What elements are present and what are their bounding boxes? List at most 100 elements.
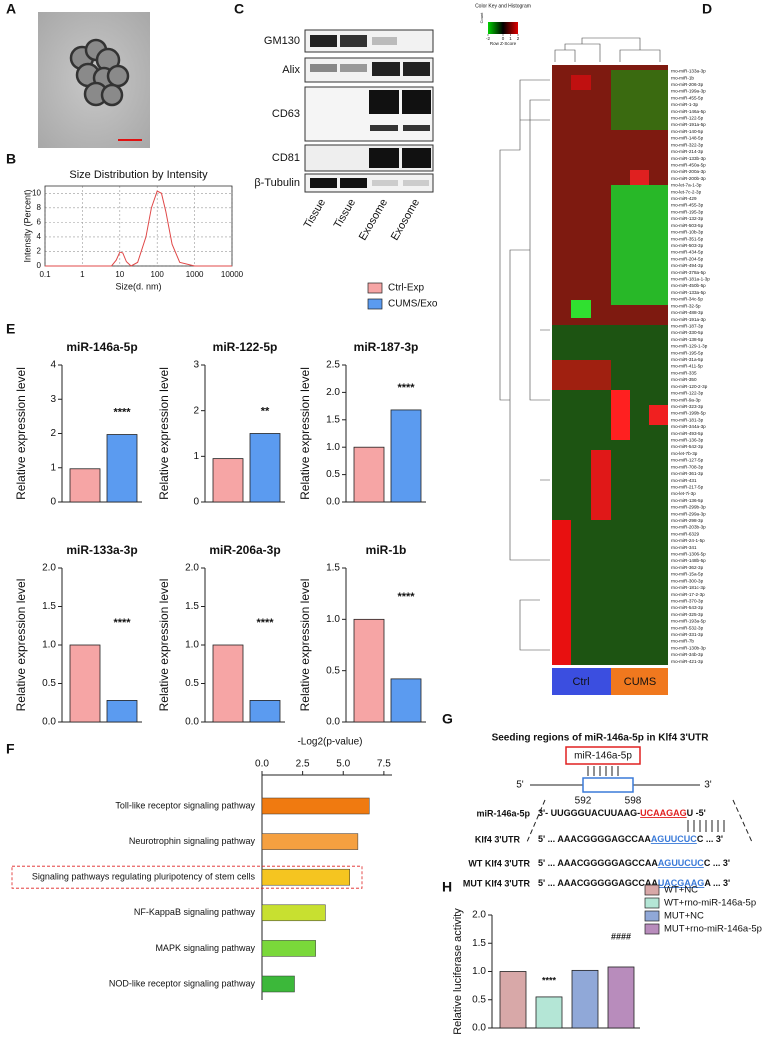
row-label: rno-miR-1b xyxy=(671,75,694,80)
row-label: rno-miR-136-5p xyxy=(671,498,704,503)
row-label: rno-miR-362-3p xyxy=(671,565,704,570)
legend-label: WT+NC xyxy=(664,885,698,896)
bar xyxy=(499,971,527,1029)
panel-label: D xyxy=(702,1,712,17)
row-label: rno-miR-350 xyxy=(671,377,697,382)
key-title: Color Key and Histogram xyxy=(475,3,531,9)
y-tick-label: 1.5 xyxy=(326,563,340,574)
row-label: rno-miR-708-3p xyxy=(671,464,704,469)
legend-label: MUT+rno-miR-146a-5p xyxy=(664,924,762,935)
bar xyxy=(390,678,422,723)
row-label: rno-let-7a-1-3p xyxy=(671,183,702,188)
x-axis-label: Size(d. nm) xyxy=(115,281,161,291)
protein-label: GM130 xyxy=(264,35,300,47)
seq-part: AGUUCUC xyxy=(658,858,704,868)
significance: **** xyxy=(542,975,557,985)
key-xlabel: Row Z-Score xyxy=(490,41,517,46)
panel-label: C xyxy=(234,1,244,17)
bar xyxy=(261,797,370,815)
protein-label: CD63 xyxy=(272,108,300,120)
row-label: rno-miR-187-3p xyxy=(671,323,704,328)
y-tick-label: 2 xyxy=(50,428,56,439)
legend-swatch xyxy=(644,884,660,896)
panel-label: A xyxy=(6,1,16,17)
row-label: rno-miR-200b-3p xyxy=(671,176,706,181)
row-label: rno-miR-488-3p xyxy=(671,310,704,315)
category-label: NOD-like receptor signaling pathway xyxy=(109,978,256,988)
x-tick-label: 10000 xyxy=(221,270,244,279)
row-label: rno-miR-136-3p xyxy=(671,438,704,443)
y-tick-label: 1.0 xyxy=(185,640,199,651)
seq-part: 5' ... AAACGGGGGAGCCAA xyxy=(538,858,658,868)
y-axis-label: Relative expression level xyxy=(14,579,28,712)
row-label: rno-miR-204-5p xyxy=(671,256,704,261)
row-label: rno-miR-455-3p xyxy=(671,203,704,208)
row-label: rno-miR-299b-3p xyxy=(671,505,706,510)
row-label: rno-miR-217-5p xyxy=(671,484,704,489)
row-label: rno-miR-203b-3p xyxy=(671,525,706,530)
row-label: rno-miR-455-5p xyxy=(671,95,704,100)
y-tick-label: 0.0 xyxy=(42,717,56,728)
category-label: NF-KappaB signaling pathway xyxy=(134,907,256,917)
row-label: rno-miR-140-5p xyxy=(671,129,704,134)
group-label: Ctrl xyxy=(572,676,589,688)
significance: **** xyxy=(113,406,131,418)
y-tick-label: 0.5 xyxy=(326,469,340,480)
row-label: rno-miR-434-5p xyxy=(671,250,704,255)
y-tick-label: 1.5 xyxy=(42,601,56,612)
y-tick-label: 0.0 xyxy=(472,1023,486,1034)
row-label: rno-miR-133a-5p xyxy=(671,290,706,295)
row-label: rno-miR-24-1-5p xyxy=(671,538,705,543)
row-label: rno-miR-214-3p xyxy=(671,149,704,154)
category-label: MAPK signaling pathway xyxy=(155,943,255,953)
lane-label: Exosome xyxy=(357,197,390,243)
row-label: rno-miR-34c-5p xyxy=(671,297,703,302)
sequence: 3'- UUGGGUACUUAAG-UCAAGAGU -5' xyxy=(538,808,706,818)
seq-part: U -5' xyxy=(687,808,706,818)
seq-part: 5' ... AAACGGGGAGCCAA xyxy=(538,834,651,844)
row-label: rno-miR-146a-5p xyxy=(671,109,706,114)
row-label: rno-miR-344a-3p xyxy=(671,424,706,429)
row-label: rno-miR-9a-3p xyxy=(671,397,701,402)
bar xyxy=(212,644,244,723)
row-label: rno-miR-361-3p xyxy=(671,471,704,476)
row-label: rno-miR-199a-3p xyxy=(671,89,706,94)
row-label: rno-miR-191a-5p xyxy=(671,122,706,127)
row-label: rno-let-7b-3p xyxy=(671,451,698,456)
bar xyxy=(212,458,244,503)
row-label: rno-miR-195-3p xyxy=(671,209,704,214)
row-label: rno-miR-351-5p xyxy=(671,236,704,241)
row-label: rno-miR-181a-1-3p xyxy=(671,277,710,282)
y-tick-label: 0.5 xyxy=(42,678,56,689)
x-tick-label: 100 xyxy=(151,270,165,279)
row-label: rno-miR-200a-3p xyxy=(671,169,706,174)
panel-label: B xyxy=(6,151,16,167)
x-axis-label: -Log2(p-value) xyxy=(297,737,362,748)
y-tick-label: 2 xyxy=(37,247,42,256)
category-label: Neurotrophin signaling pathway xyxy=(129,836,256,846)
row-label: rno-miR-543-3p xyxy=(671,605,704,610)
significance: **** xyxy=(397,382,415,394)
row-label: rno-miR-494-3p xyxy=(671,263,704,268)
row-label: rno-miR-133b-3p xyxy=(671,156,706,161)
bar xyxy=(261,975,295,993)
row-label: rno-miR-129-1-3p xyxy=(671,344,708,349)
probe-label: miR-146a-5p xyxy=(574,751,632,762)
y-tick-label: 3 xyxy=(193,360,199,371)
row-label: rno-miR-32-5p xyxy=(671,303,701,308)
seq-part: UACGAAG xyxy=(658,878,705,888)
row-label: rno-miR-493-5p xyxy=(671,431,704,436)
y-tick-label: 0.5 xyxy=(472,994,486,1005)
row-label: rno-miR-503-5p xyxy=(671,223,704,228)
bar xyxy=(607,966,635,1029)
row-label: rno-miR-191a-3p xyxy=(671,317,706,322)
y-axis-label: Relative luciferase activity xyxy=(452,908,464,1035)
y-axis-label: Intensity (Percent) xyxy=(22,189,32,262)
position: 598 xyxy=(625,796,642,807)
row-label: rno-miR-133a-3p xyxy=(671,69,706,74)
bar xyxy=(353,446,385,503)
bar xyxy=(535,996,563,1029)
row-label: rno-miR-181c-3p xyxy=(671,585,706,590)
chart-title: Size Distribution by Intensity xyxy=(69,169,208,181)
